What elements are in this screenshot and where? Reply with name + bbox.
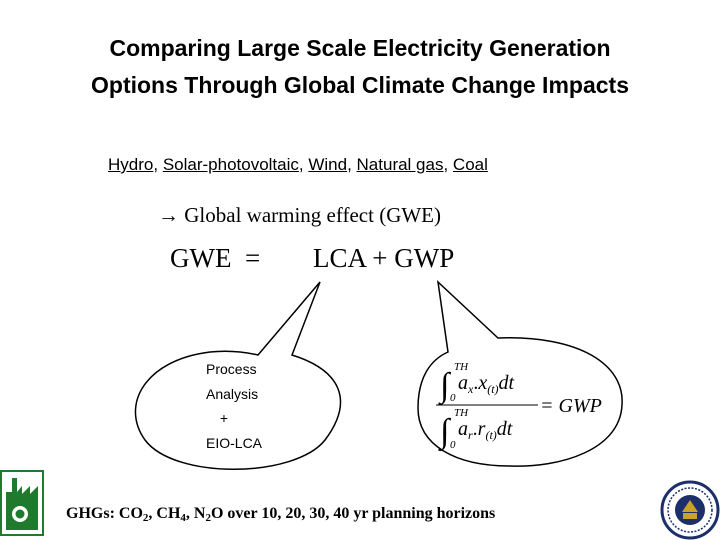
gwe-definition: → Global warming effect (GWE) — [158, 203, 441, 228]
ghg-footnote: GHGs: CO2, CH4, N2O over 10, 20, 30, 40 … — [66, 505, 495, 524]
option-hydro: Hydro — [108, 155, 154, 174]
co2-subscript: 2 — [142, 512, 149, 524]
option-separator: , — [443, 155, 453, 174]
process-analysis-text: Process Analysis + EIO-LCA — [196, 357, 282, 455]
option-separator: , — [298, 155, 309, 174]
n2o-subscript: 2 — [205, 512, 211, 524]
lower-limit-bottom: 0 — [450, 439, 456, 451]
green-factory-logo-icon — [0, 470, 44, 536]
slide-title-line-1: Comparing Large Scale Electricity Genera… — [109, 35, 611, 61]
bubble-line-analysis: Analysis — [206, 385, 259, 402]
gwp-formula: ∫ TH 0 ax.x(t)dt ∫ TH 0 ar.r(t)dt = GWP — [436, 362, 602, 452]
gwe-text: Global warming effect (GWE) — [184, 203, 442, 227]
option-separator: , — [347, 155, 357, 174]
slide-title-line-2: Options Through Global Climate Change Im… — [91, 72, 629, 98]
lower-limit-top: 0 — [450, 392, 456, 404]
integral-sign-bottom: ∫ — [438, 413, 452, 452]
option-coal: Coal — [452, 155, 488, 174]
callout-bubble-right — [417, 280, 623, 467]
option-wind: Wind — [308, 155, 348, 174]
denominator: ar.r(t)dt — [458, 418, 513, 442]
ghg-n2o: , N — [185, 505, 206, 522]
ghg-suffix: O over 10, 20, 30, 40 yr planning horizo… — [210, 505, 496, 522]
upper-limit-top: TH — [454, 362, 469, 373]
numerator: ax.x(t)dt — [458, 372, 515, 396]
right-arrow-icon: → — [158, 203, 179, 227]
ghg-ch4: , CH — [148, 505, 181, 522]
upper-limit-bottom: TH — [454, 407, 469, 419]
slide-title: Comparing Large Scale Electricity Genera… — [0, 30, 720, 104]
bubble-line-eio-lca: EIO-LCA — [206, 434, 263, 451]
option-natural-gas: Natural gas — [356, 155, 444, 174]
ch4-subscript: 4 — [180, 512, 186, 524]
equation-left: GWE = — [170, 243, 261, 273]
equation-right: LCA + GWP — [313, 243, 455, 273]
bubble-line-process: Process — [206, 361, 257, 377]
equals-gwp: = GWP — [540, 395, 602, 417]
option-solar-photovoltaic: Solar-photovoltaic — [162, 155, 299, 174]
option-separator: , — [153, 155, 163, 174]
callout-bubble-left — [134, 281, 342, 470]
energy-options-list: Hydro, Solar-photovoltaic, Wind, Natural… — [108, 155, 488, 175]
ghg-prefix: GHGs: CO — [66, 505, 143, 522]
bubble-line-plus: + — [219, 410, 229, 426]
university-seal-icon — [660, 480, 720, 540]
integral-sign-top: ∫ — [438, 367, 452, 406]
